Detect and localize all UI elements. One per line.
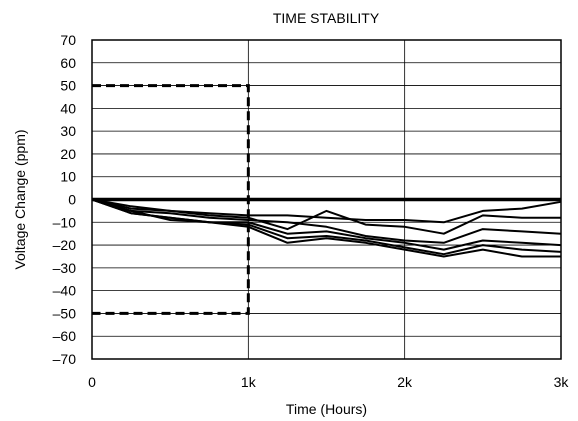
series-group <box>91 198 562 258</box>
x-tick-label: 2k <box>397 374 413 390</box>
x-tick-label: 0 <box>88 374 96 390</box>
y-tick-label: 40 <box>60 100 76 116</box>
y-tick-label: 20 <box>60 146 76 162</box>
series-line-5 <box>91 198 562 256</box>
y-tick-label: 0 <box>68 192 76 208</box>
x-tick-labels: 0 1k 2k 3k <box>88 374 569 390</box>
y-tick-label: 10 <box>60 169 76 185</box>
series-line-2 <box>91 198 561 235</box>
y-tick-label: –20 <box>53 237 77 253</box>
y-tick-label: –70 <box>53 351 77 367</box>
series-line-3 <box>91 198 562 244</box>
y-tick-label: –10 <box>53 214 77 230</box>
x-tick-label: 1k <box>241 374 257 390</box>
series-line-4 <box>91 198 562 251</box>
x-tick-label: 3k <box>554 374 570 390</box>
y-tick-label: 70 <box>60 32 76 48</box>
y-tick-label: –30 <box>53 260 77 276</box>
y-tick-label: –40 <box>53 283 77 299</box>
y-tick-label: –60 <box>53 328 77 344</box>
y-tick-label: 30 <box>60 123 76 139</box>
chart-title: TIME STABILITY <box>273 10 380 26</box>
y-tick-label: 60 <box>60 55 76 71</box>
y-tick-label: 50 <box>60 78 76 94</box>
x-axis-label: Time (Hours) <box>286 401 367 417</box>
plot-frame <box>91 39 562 360</box>
series-line-6 <box>91 198 561 258</box>
y-axis-label: Voltage Change (ppm) <box>12 129 28 269</box>
y-tick-labels: 70 60 50 40 30 20 10 0 –10 –20 –30 –40 –50 –60 –70 <box>53 32 77 367</box>
y-tick-label: –50 <box>53 305 77 321</box>
grid-lines <box>92 40 561 359</box>
